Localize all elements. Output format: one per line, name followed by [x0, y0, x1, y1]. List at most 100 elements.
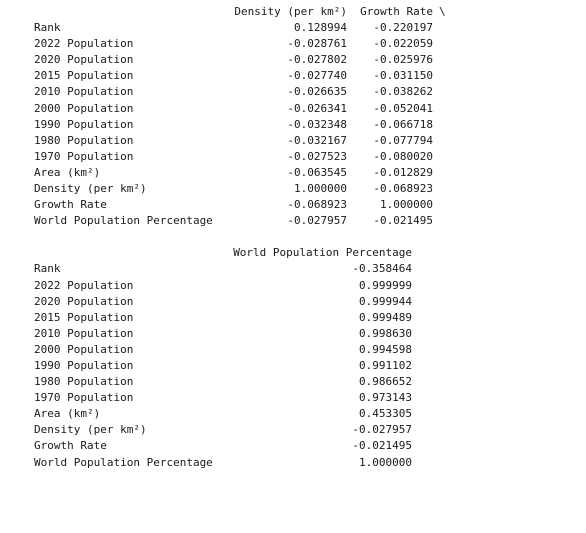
table-row: Density (per km²) 1.000000 -0.068923	[34, 181, 469, 197]
row-label: Area (km²)	[34, 407, 101, 421]
cell-density: -0.068923	[287, 198, 347, 212]
notebook-output: Density (per km²) Growth Rate \ Rank 0.12…	[34, 4, 469, 471]
cell-growth-rate: -0.038262	[373, 85, 433, 99]
row-label: World Population Percentage	[34, 214, 213, 228]
row-label: 2022 Population	[34, 278, 134, 292]
table-row: 1970 Population -0.027523 -0.080020	[34, 149, 469, 165]
cell-density: -0.032348	[287, 117, 347, 131]
row-label: Rank	[34, 21, 61, 35]
cell-world-population-percentage: 0.994598	[359, 342, 412, 356]
cell-world-population-percentage: 0.973143	[359, 391, 412, 405]
cell-world-population-percentage: 0.999944	[359, 294, 412, 308]
cell-density: -0.027802	[287, 53, 347, 67]
index-header	[34, 245, 230, 261]
cell-growth-rate: -0.080020	[373, 149, 433, 163]
table-row: World Population Percentage -0.027957 -0.0…	[34, 213, 469, 229]
spacer	[34, 229, 469, 245]
column-header-growth-rate: Growth Rate	[360, 5, 433, 18]
row-label: 2015 Population	[34, 310, 134, 324]
table-header: World Population Percentage	[34, 245, 469, 261]
row-label: 1970 Population	[34, 149, 134, 163]
table-row: 1990 Population 0.991102	[34, 358, 469, 374]
cell-density: -0.027523	[287, 149, 347, 163]
row-label: Density (per km²)	[34, 182, 147, 196]
cell-density: -0.027740	[287, 69, 347, 83]
cell-world-population-percentage: 0.991102	[359, 358, 412, 372]
row-label: Growth Rate	[34, 439, 107, 453]
table-row: 2020 Population -0.027802 -0.025976	[34, 52, 469, 68]
row-label: 1970 Population	[34, 391, 134, 405]
cell-growth-rate: -0.031150	[373, 69, 433, 83]
column-header-density: Density (per km²)	[234, 5, 347, 18]
table-header: Density (per km²) Growth Rate \	[34, 4, 469, 20]
table-row: 1990 Population -0.032348 -0.066718	[34, 117, 469, 133]
row-label: 2015 Population	[34, 69, 134, 83]
cell-growth-rate: 1.000000	[380, 198, 433, 212]
cell-world-population-percentage: 1.000000	[359, 455, 412, 469]
table-row: Density (per km²) -0.027957	[34, 422, 469, 438]
cell-world-population-percentage: 0.999999	[359, 278, 412, 292]
table-row: 2010 Population 0.998630	[34, 326, 469, 342]
table-row: 1980 Population 0.986652	[34, 374, 469, 390]
cell-world-population-percentage: -0.358464	[352, 262, 412, 276]
row-label: 2020 Population	[34, 294, 134, 308]
cell-density: 1.000000	[294, 182, 347, 196]
cell-growth-rate: -0.012829	[373, 165, 433, 179]
row-label: Density (per km²)	[34, 423, 147, 437]
row-label: Area (km²)	[34, 165, 101, 179]
cell-growth-rate: -0.220197	[373, 21, 433, 35]
table-row: 2022 Population -0.028761 -0.022059	[34, 36, 469, 52]
table-row: Growth Rate -0.068923 1.000000	[34, 197, 469, 213]
table-row: Area (km²) -0.063545 -0.012829	[34, 165, 469, 181]
column-header-world-population-percentage: World Population Percentage	[233, 246, 412, 260]
cell-density: 0.128994	[294, 21, 347, 35]
cell-density: -0.032167	[287, 133, 347, 147]
cell-density: -0.028761	[287, 37, 347, 51]
table-row: 1970 Population 0.973143	[34, 390, 469, 406]
correlation-table-part-1: Density (per km²) Growth Rate \ Rank 0.12…	[34, 4, 469, 229]
row-label: 2010 Population	[34, 85, 134, 99]
cell-growth-rate: -0.068923	[373, 182, 433, 196]
table-row: Rank -0.358464	[34, 261, 469, 277]
cell-world-population-percentage: -0.021495	[352, 439, 412, 453]
table-row: 2015 Population 0.999489	[34, 310, 469, 326]
cell-growth-rate: -0.022059	[373, 37, 433, 51]
cell-growth-rate: -0.025976	[373, 53, 433, 67]
table-row: 2000 Population -0.026341 -0.052041	[34, 101, 469, 117]
row-label: 1990 Population	[34, 117, 134, 131]
table-row: 2015 Population -0.027740 -0.031150	[34, 68, 469, 84]
row-label: 2000 Population	[34, 101, 134, 115]
row-label: 1990 Population	[34, 358, 134, 372]
row-label: 2010 Population	[34, 326, 134, 340]
table-row: Growth Rate -0.021495	[34, 438, 469, 454]
row-label: 1980 Population	[34, 133, 134, 147]
table-row: 1980 Population -0.032167 -0.077794	[34, 133, 469, 149]
table-row: 2022 Population 0.999999	[34, 278, 469, 294]
cell-world-population-percentage: 0.999489	[359, 310, 412, 324]
cell-growth-rate: -0.077794	[373, 133, 433, 147]
row-label: Growth Rate	[34, 198, 107, 212]
row-label: 1980 Population	[34, 375, 134, 389]
correlation-table-part-2: World Population Percentage Rank -0.35846…	[34, 245, 469, 470]
cell-density: -0.026635	[287, 85, 347, 99]
table-row: 2020 Population 0.999944	[34, 294, 469, 310]
cell-world-population-percentage: 0.998630	[359, 326, 412, 340]
cell-density: -0.027957	[287, 214, 347, 228]
row-label: World Population Percentage	[34, 455, 213, 469]
table-body: Rank -0.358464 2022 Population 0.999999 2020…	[34, 261, 469, 470]
cell-world-population-percentage: 0.986652	[359, 375, 412, 389]
table-body: Rank 0.128994 -0.220197 2022 Population -0.0…	[34, 20, 469, 229]
table-row: World Population Percentage 1.000000	[34, 455, 469, 471]
table-row: 2000 Population 0.994598	[34, 342, 469, 358]
row-label: 2000 Population	[34, 342, 134, 356]
row-label: 2022 Population	[34, 37, 134, 51]
cell-growth-rate: -0.052041	[373, 101, 433, 115]
index-header	[34, 4, 230, 20]
cell-growth-rate: -0.021495	[373, 214, 433, 228]
row-label: Rank	[34, 262, 61, 276]
table-row: Rank 0.128994 -0.220197	[34, 20, 469, 36]
cell-world-population-percentage: -0.027957	[352, 423, 412, 437]
row-label: 2020 Population	[34, 53, 134, 67]
cell-growth-rate: -0.066718	[373, 117, 433, 131]
cell-world-population-percentage: 0.453305	[359, 407, 412, 421]
